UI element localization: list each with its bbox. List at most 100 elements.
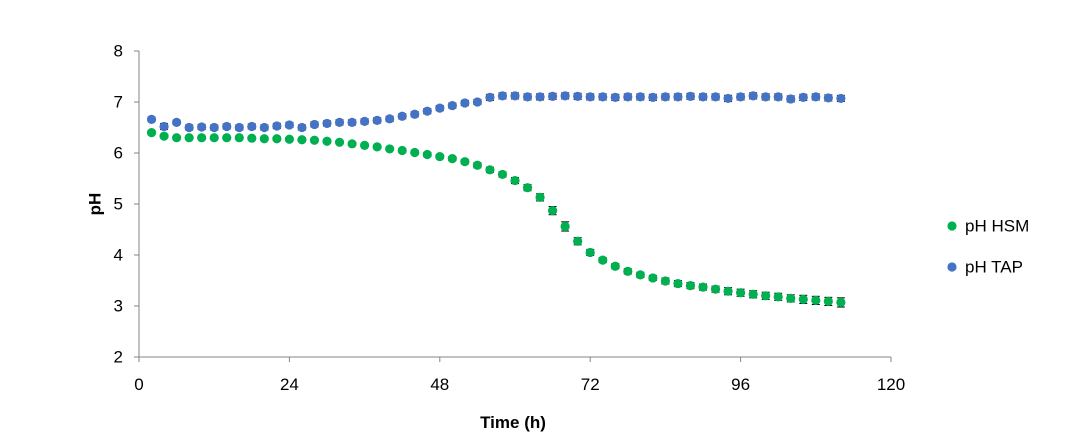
data-point-ph-hsm	[811, 295, 821, 305]
data-point-ph-tap	[560, 91, 570, 101]
data-point-ph-tap	[510, 91, 520, 101]
data-point-ph-hsm	[435, 151, 445, 162]
data-point-ph-hsm	[159, 131, 169, 141]
legend-marker-ph-hsm	[947, 221, 957, 231]
data-points	[146, 91, 846, 308]
data-point-ph-hsm	[184, 133, 194, 143]
data-point-ph-hsm	[798, 294, 808, 304]
data-point-ph-tap	[485, 92, 495, 103]
data-point-ph-hsm	[585, 247, 595, 258]
data-point-ph-hsm	[786, 293, 796, 303]
data-point-ph-hsm	[197, 133, 207, 143]
data-point-ph-tap	[146, 114, 157, 124]
data-point-ph-hsm	[334, 137, 345, 147]
data-point-ph-tap	[761, 92, 771, 102]
data-point-ph-tap	[522, 92, 533, 102]
data-point-ph-tap	[497, 91, 508, 101]
x-tick-label: 96	[731, 375, 750, 394]
data-point-ph-tap	[573, 91, 583, 101]
data-point-ph-hsm	[635, 270, 645, 280]
data-point-ph-tap	[172, 117, 182, 127]
x-tick-label: 48	[430, 375, 449, 394]
data-point-ph-hsm	[723, 286, 733, 296]
data-point-ph-tap	[259, 122, 269, 133]
data-point-ph-tap	[598, 92, 608, 102]
data-point-ph-tap	[798, 92, 808, 103]
data-point-ph-hsm	[535, 192, 545, 202]
data-point-ph-tap	[548, 91, 558, 101]
data-point-ph-hsm	[172, 133, 182, 143]
x-tick-labels: 0 24 48 72 96 120	[134, 357, 905, 394]
data-point-ph-tap	[811, 92, 821, 102]
data-point-ph-tap	[222, 121, 232, 132]
data-point-ph-hsm	[259, 134, 269, 144]
data-point-ph-tap	[823, 93, 833, 103]
data-point-ph-tap	[322, 118, 332, 129]
data-point-ph-hsm	[209, 133, 219, 143]
data-point-ph-tap	[786, 94, 796, 104]
legend-label-ph-tap: pH TAP	[965, 258, 1023, 277]
data-point-ph-tap	[385, 114, 395, 124]
data-point-ph-tap	[184, 122, 194, 133]
y-tick-label: 2	[114, 348, 123, 367]
data-point-ph-tap	[447, 100, 457, 111]
data-point-ph-hsm	[761, 291, 771, 301]
data-point-ph-tap	[673, 92, 683, 102]
data-point-ph-tap	[197, 122, 207, 132]
data-point-ph-hsm	[823, 296, 833, 307]
data-point-ph-tap	[422, 106, 432, 116]
data-point-ph-hsm	[610, 261, 620, 271]
data-point-ph-tap	[836, 93, 846, 104]
data-point-ph-hsm	[510, 175, 520, 186]
data-point-ph-hsm	[447, 154, 457, 164]
data-point-ph-tap	[372, 115, 382, 125]
data-point-ph-tap	[610, 92, 620, 103]
y-tick-label: 4	[114, 246, 123, 265]
data-point-ph-hsm	[272, 134, 282, 144]
data-point-ph-hsm	[410, 147, 420, 158]
data-point-ph-hsm	[372, 142, 382, 152]
data-point-ph-tap	[435, 103, 445, 113]
data-point-ph-tap	[748, 91, 758, 101]
y-tick-labels: 2 3 4 5 6 7 8	[114, 42, 139, 367]
data-point-ph-hsm	[284, 134, 294, 144]
data-point-ph-tap	[585, 92, 595, 102]
data-point-ph-tap	[334, 117, 345, 127]
data-point-ph-hsm	[685, 281, 696, 291]
data-point-ph-hsm	[234, 133, 244, 143]
data-point-ph-tap	[635, 92, 645, 102]
data-point-ph-hsm	[673, 278, 683, 289]
data-point-ph-hsm	[660, 276, 671, 286]
data-point-ph-tap	[460, 98, 470, 108]
data-point-ph-tap	[159, 121, 169, 132]
data-point-ph-tap	[623, 92, 633, 102]
data-point-ph-hsm	[560, 221, 570, 232]
data-point-ph-tap	[736, 92, 746, 102]
y-tick-label: 7	[114, 93, 123, 112]
legend-marker-ph-tap	[947, 262, 957, 272]
data-point-ph-hsm	[773, 292, 783, 302]
data-point-ph-tap	[410, 109, 420, 119]
y-tick-label: 3	[114, 297, 123, 316]
x-tick-label: 72	[581, 375, 600, 394]
data-point-ph-hsm	[422, 149, 432, 160]
data-point-ph-hsm	[322, 136, 332, 146]
y-axis-label: pH	[85, 193, 104, 216]
data-point-ph-tap	[397, 111, 407, 121]
data-point-ph-tap	[360, 116, 370, 126]
data-point-ph-hsm	[472, 160, 482, 170]
x-tick-label: 120	[877, 375, 905, 394]
data-point-ph-hsm	[497, 169, 508, 180]
data-point-ph-tap	[710, 92, 721, 102]
data-point-ph-tap	[648, 92, 658, 103]
data-point-ph-hsm	[222, 133, 232, 143]
legend: pH HSM pH TAP	[947, 217, 1029, 277]
data-point-ph-hsm	[397, 145, 407, 156]
legend-label-ph-hsm: pH HSM	[965, 217, 1029, 236]
data-point-ph-hsm	[623, 266, 633, 276]
y-tick-label: 5	[114, 195, 123, 214]
data-point-ph-tap	[698, 92, 708, 102]
x-axis-label: Time (h)	[480, 413, 546, 432]
